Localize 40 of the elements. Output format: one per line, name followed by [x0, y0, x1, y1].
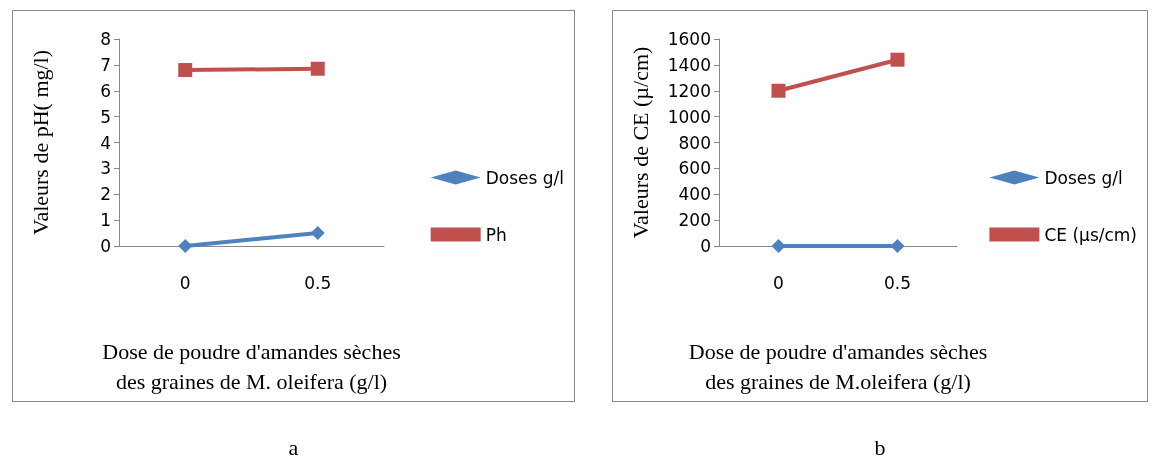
- y-tick-label: 3: [100, 158, 111, 179]
- point: [771, 83, 786, 98]
- y-tick-label: 2: [100, 184, 111, 205]
- y-tick-label: 5: [100, 106, 111, 127]
- y-tick-label: 7: [100, 54, 111, 75]
- y-axis-title: Valeurs de CE (µ/cm): [627, 46, 653, 239]
- y-axis-title: Valeurs de pH( mg/l): [27, 49, 53, 236]
- x-tick-label: 0.5: [304, 272, 332, 293]
- y-tick-label: 1600: [667, 29, 711, 49]
- x-tick-label: 0: [179, 272, 191, 293]
- y-tick-label: 600: [678, 158, 711, 179]
- y-tick-label: 4: [100, 132, 111, 153]
- y-tick-label: 1000: [667, 106, 711, 127]
- point: [771, 239, 786, 253]
- legend-label: Doses g/l: [485, 167, 564, 188]
- y-tick-label: 6: [100, 80, 111, 101]
- y-tick-label: 400: [678, 184, 711, 205]
- y-tick-label: 0: [100, 236, 111, 256]
- y-tick-label: 1400: [667, 54, 711, 75]
- y-tick-label: 1200: [667, 80, 711, 101]
- point: [890, 52, 905, 67]
- point: [310, 61, 325, 76]
- point: [178, 239, 193, 253]
- y-tick-label: 0: [700, 236, 711, 256]
- point: [890, 239, 905, 253]
- x-axis-title: Dose de poudre d'amandes sèches des graines de M. oleifera (g/l): [102, 338, 401, 394]
- y-tick-label: 800: [678, 132, 711, 153]
- text: b: [873, 435, 887, 461]
- y-tick-label: 8: [100, 29, 111, 49]
- y-tick-label: 200: [678, 210, 711, 231]
- y-tick-label: 1: [100, 210, 111, 231]
- point: [310, 226, 325, 241]
- x-axis-title: Dose de poudre d'amandes sèches des graines de M.oleifera (g/l): [688, 338, 988, 394]
- legend-label: Doses g/l: [1044, 167, 1123, 188]
- legend-label: Ph: [485, 224, 507, 245]
- x-tick-label: 0.5: [883, 272, 912, 293]
- legend-label: CE (µs/cm): [1044, 224, 1138, 245]
- text: a: [287, 435, 300, 461]
- x-tick-label: 0: [773, 272, 784, 293]
- point: [178, 63, 193, 78]
